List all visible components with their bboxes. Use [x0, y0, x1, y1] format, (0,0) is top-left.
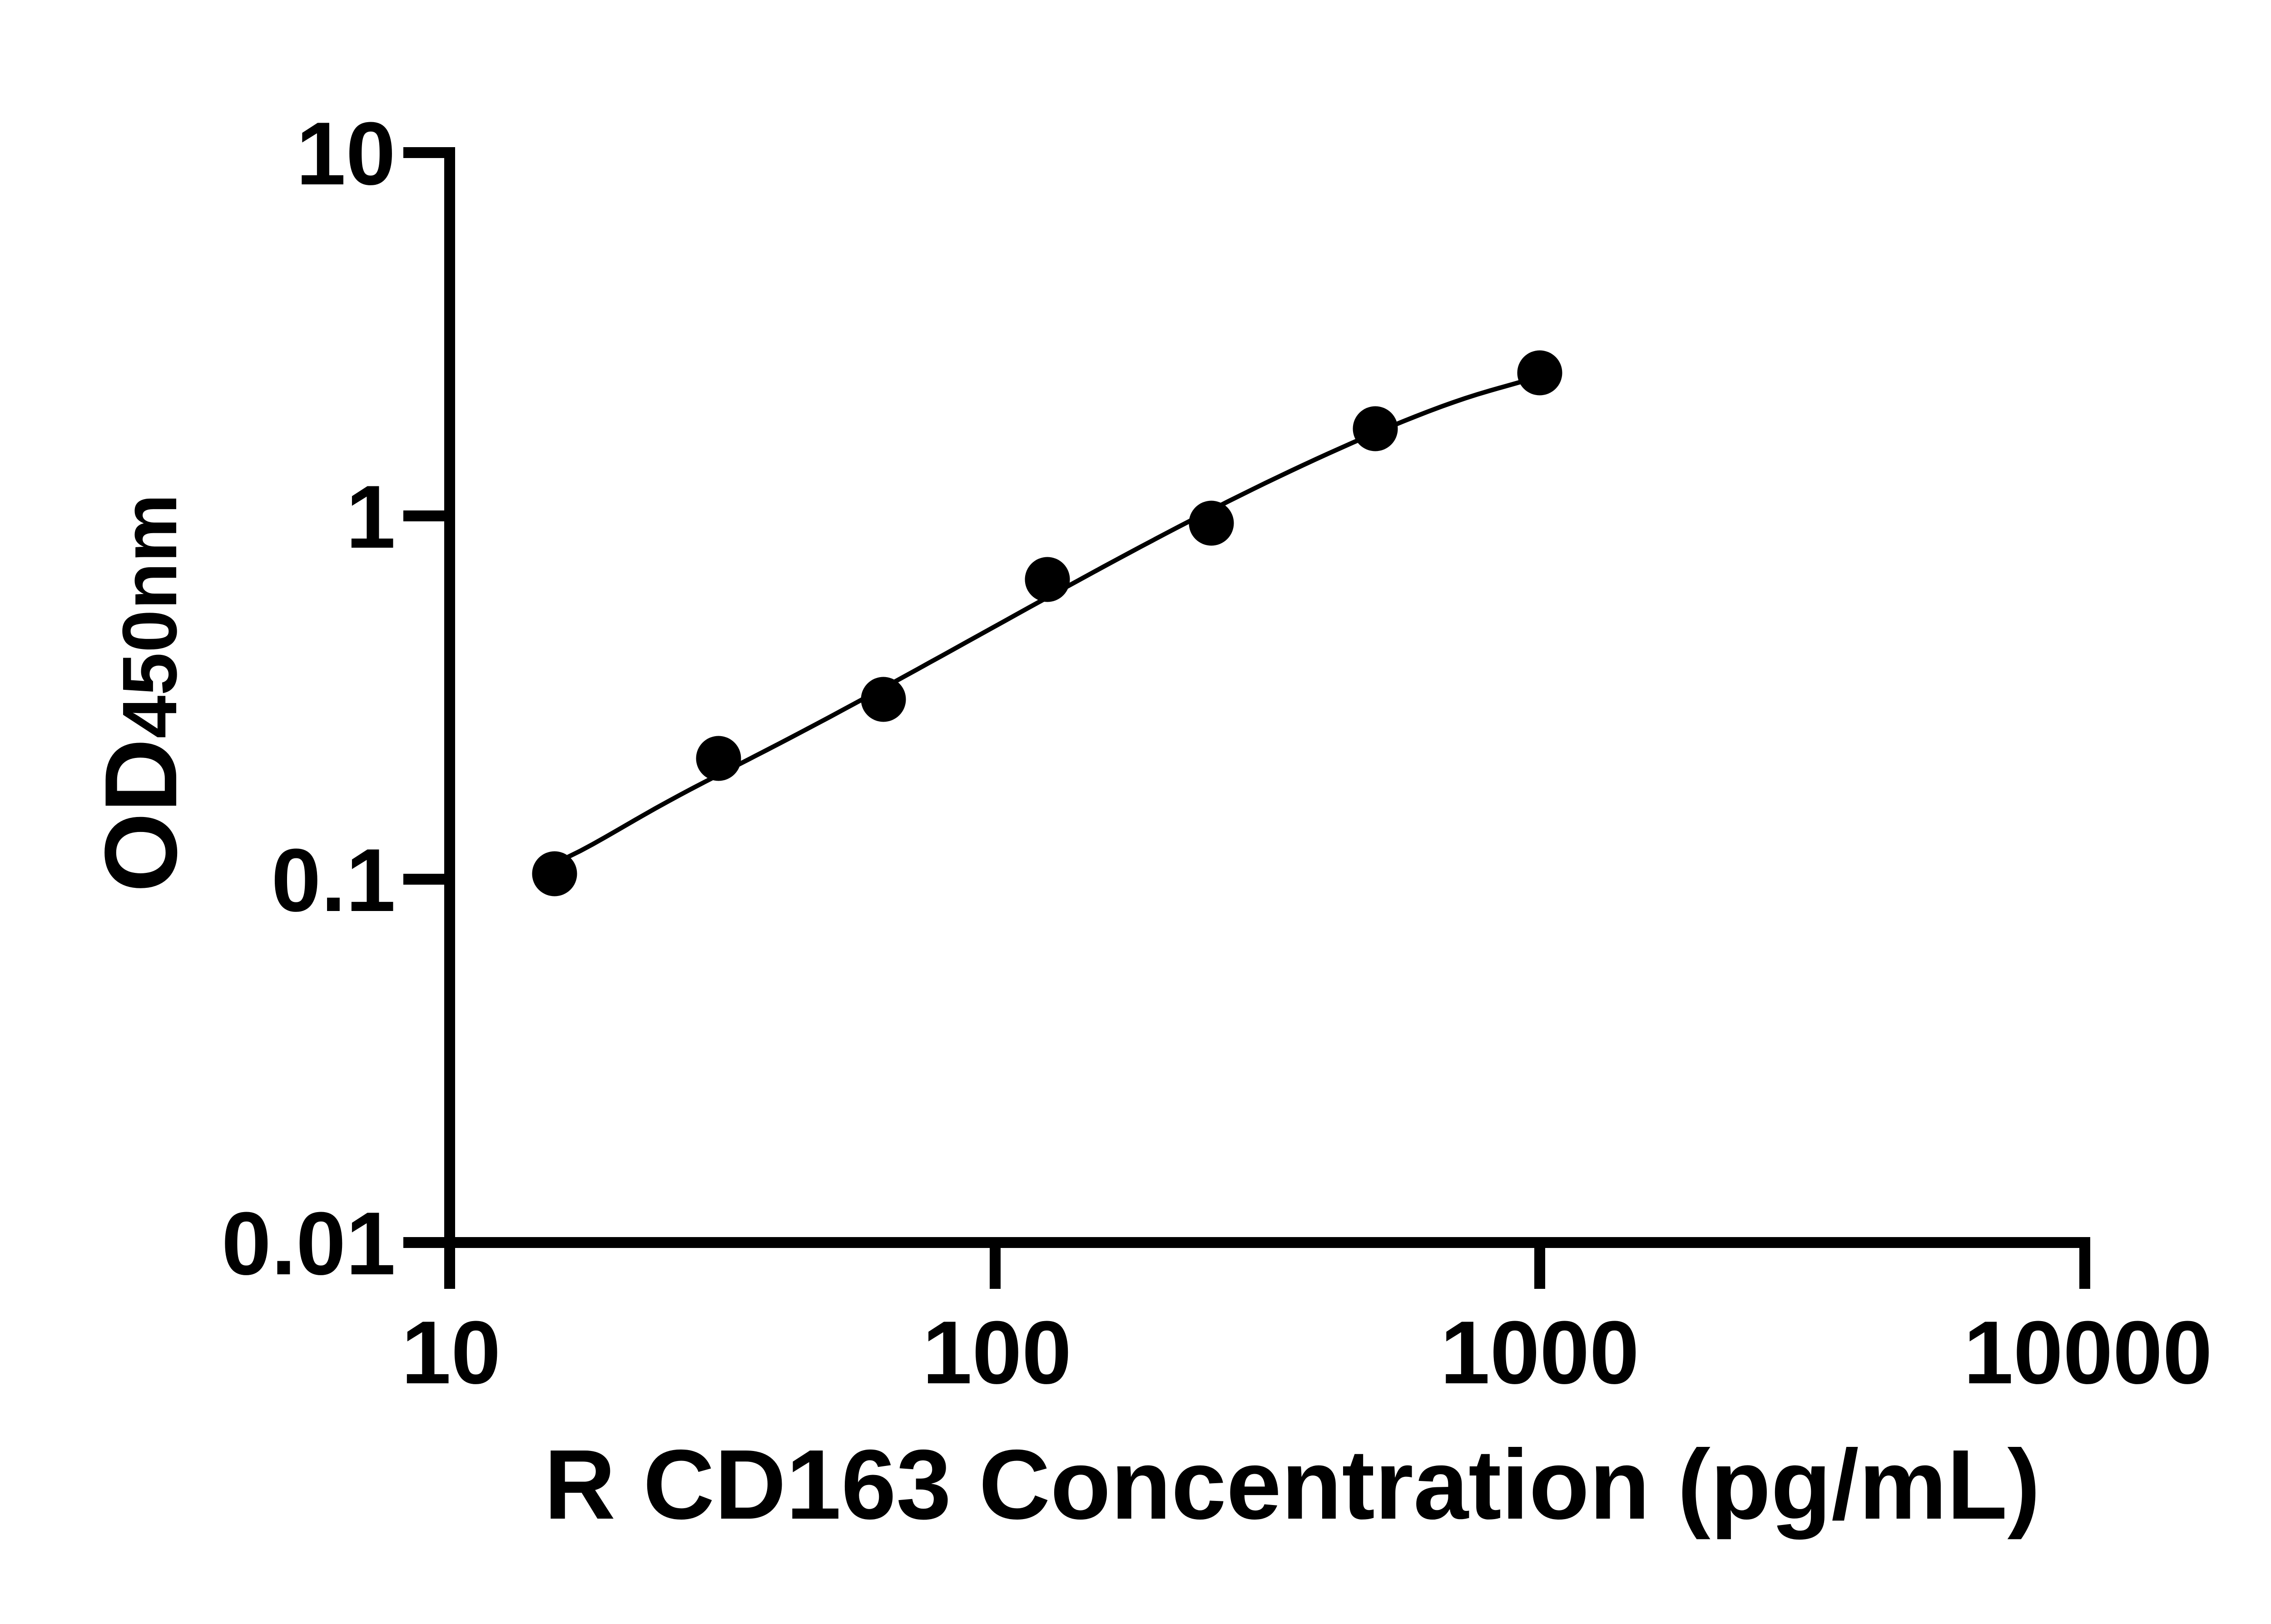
svg-text:R CD163 Concentration (pg/mL): R CD163 Concentration (pg/mL) — [544, 1430, 2040, 1540]
svg-text:1: 1 — [346, 467, 396, 567]
svg-text:100: 100 — [922, 1302, 1072, 1402]
svg-text:10: 10 — [401, 1302, 501, 1402]
svg-text:0.01: 0.01 — [222, 1193, 396, 1293]
svg-text:10000: 10000 — [1964, 1302, 2212, 1402]
svg-text:10: 10 — [296, 104, 396, 203]
svg-text:0.1: 0.1 — [271, 830, 396, 930]
svg-text:1000: 1000 — [1440, 1302, 1639, 1402]
